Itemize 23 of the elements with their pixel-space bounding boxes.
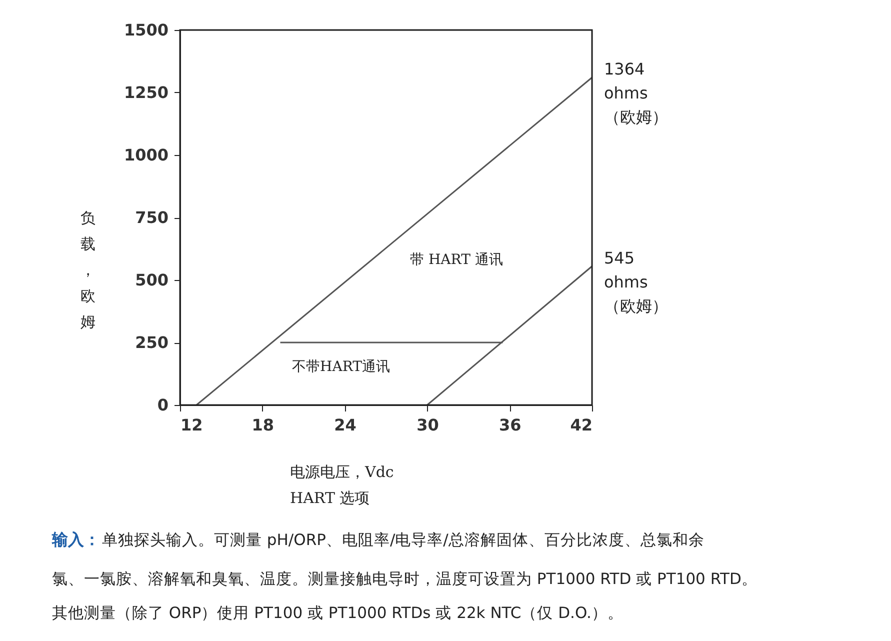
y-tick-label: 1000 <box>124 146 168 164</box>
x-tick-label: 36 <box>498 416 522 434</box>
y-tick-label: 250 <box>135 333 168 352</box>
y-tick-label: 1500 <box>124 20 168 40</box>
text: 其他测量（除了 ORP）使用 PT100 或 PT1000 RTDs 或 22k NTC（仅 D.O.）。 <box>52 604 624 622</box>
annotation: 带 HART 通讯 <box>410 252 503 268</box>
y-tick-label: 750 <box>135 208 168 227</box>
y-tick-label: 0 <box>157 396 168 414</box>
text: 输入： <box>51 530 100 549</box>
x-tick-label: 24 <box>334 416 356 434</box>
x-tick-label: 42 <box>570 416 592 434</box>
x-tick-label: 30 <box>416 416 439 434</box>
text: 单独探头输入。可测量 pH/ORP、电阻率/电导率/总溶解固体、百分比浓度、总氯和余 <box>102 531 704 549</box>
annotation: 不带HART通讯 <box>292 359 390 375</box>
x-axis-title: 电源电压，Vdc HART 选项 <box>290 463 394 507</box>
x-tick-label: 12 <box>180 416 203 434</box>
y-tick-label: 500 <box>135 270 168 290</box>
y-axis-title: 负载，欧姆 <box>80 209 96 331</box>
text: 氯、一氯胺、溶解氧和臭氧、温度。测量接触电导时，温度可设置为 PT1000 RTD 或 PT100 RTD。 <box>52 570 758 588</box>
x-tick-label: 18 <box>252 416 274 434</box>
y-tick-label: 1250 <box>124 83 168 102</box>
annotation: 1364 ohms （欧姆） <box>604 60 668 126</box>
annotation: 545 ohms （欧姆） <box>604 248 668 316</box>
